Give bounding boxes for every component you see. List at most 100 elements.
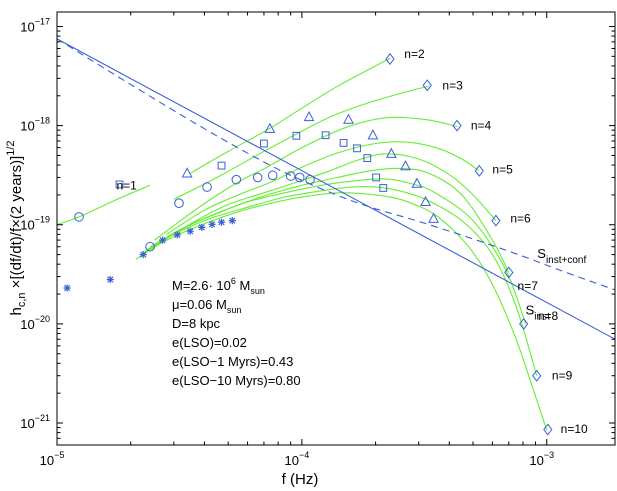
square-marker (353, 144, 361, 153)
star-marker-stroke (208, 221, 216, 228)
diamond-marker (452, 119, 462, 132)
diamond-marker (491, 214, 501, 227)
star-marker (186, 227, 194, 235)
curve-label: n=6 (510, 212, 531, 226)
noise-label-sub: inst (534, 311, 550, 322)
star-marker-stroke (107, 276, 114, 283)
y-axis-label-lead: h (8, 307, 25, 315)
noise-label: Sinst (526, 302, 550, 322)
plot-frame (56, 11, 616, 446)
square-marker (292, 131, 301, 140)
curve-n-3 (173, 85, 429, 200)
plot-background (57, 12, 615, 445)
triangle-marker (181, 167, 193, 178)
annotation-part: e(LSO−1 Myrs)=0.43 (172, 354, 293, 369)
annotation-part: D=8 kpc (172, 316, 221, 331)
y-tick-label-exponent: −21 (35, 413, 50, 423)
diamond-marker (519, 317, 529, 330)
circle-marker (231, 174, 242, 185)
y-axis-label: hc,n ×[(df/dt)/f×(2 years)]1/2 (5, 140, 28, 315)
noise-label-main: S (537, 246, 546, 261)
curve-label: n=1 (117, 178, 138, 192)
square-marker (321, 131, 330, 140)
curve-n-4 (154, 116, 458, 241)
triangle-marker (303, 110, 315, 122)
star-marker (106, 275, 114, 284)
curve-n-9 (140, 186, 538, 376)
star-marker-stroke (218, 219, 225, 226)
annotation-part: μ=0.06 M (172, 297, 227, 312)
star-marker-stroke (187, 228, 194, 235)
x-tick-label-mantissa: 10 (529, 453, 543, 468)
annotation-line: e(LSO−10 Myrs)=0.80 (172, 373, 301, 388)
star-marker-stroke (64, 284, 71, 292)
curve-n-1 (57, 184, 151, 226)
star-marker-stroke (140, 251, 147, 258)
annotation-part: 6 (231, 276, 236, 286)
triangle-marker (343, 113, 354, 124)
noise-label-sub: inst+conf (546, 255, 587, 266)
annotation-part: e(LSO)=0.02 (172, 335, 247, 350)
x-tick-label-exponent: −4 (299, 450, 309, 460)
curve-label: n=2 (404, 47, 425, 61)
star-marker (139, 250, 147, 259)
noise-curve-s-inst (57, 38, 615, 340)
y-tick-label-mantissa: 10 (20, 19, 34, 34)
circle-marker (174, 198, 184, 208)
star-marker (208, 220, 216, 228)
star-marker (173, 231, 181, 239)
noise-curves (57, 38, 615, 340)
triangle-marker (400, 160, 411, 171)
square-marker (339, 138, 348, 147)
star-marker-stroke (229, 217, 236, 224)
annotation-line: e(LSO−1 Myrs)=0.43 (172, 354, 293, 369)
curve-n-10 (135, 192, 548, 431)
circle-marker (285, 171, 296, 181)
square-marker (217, 161, 226, 170)
y-tick-label: 10−20 (20, 314, 50, 332)
annotation-part: sun (227, 305, 242, 315)
annotation-part: M (236, 278, 250, 293)
diamond-marker (474, 164, 484, 177)
y-tick-label-mantissa: 10 (20, 317, 34, 332)
curve-label: n=10 (561, 422, 588, 436)
x-axis-label: f (Hz) (282, 471, 319, 488)
diamond-marker (504, 266, 514, 279)
y-tick-label-exponent: −20 (35, 314, 50, 324)
circle-marker (294, 172, 305, 183)
annotation-part: M=2.6· 10 (172, 278, 231, 293)
triangle-marker (411, 177, 423, 188)
star-marker (228, 217, 236, 225)
diamond-marker (422, 79, 432, 92)
curve-n-5 (166, 141, 480, 235)
y-tick-label: 10−19 (20, 215, 50, 233)
y-tick-label: 10−18 (20, 116, 50, 134)
star-marker-stroke (174, 231, 181, 239)
annotation-line: D=8 kpc (172, 316, 221, 331)
curve-n-8 (145, 178, 527, 325)
star-marker (198, 223, 206, 232)
y-tick-label-mantissa: 10 (20, 416, 34, 431)
y-tick-label-exponent: −18 (35, 116, 50, 126)
curve-label: n=5 (492, 163, 513, 177)
square-marker (115, 180, 124, 189)
circle-marker (267, 170, 278, 181)
circle-marker (145, 241, 155, 252)
square-marker (372, 173, 381, 182)
annotation-line: μ=0.06 Msun (172, 297, 241, 315)
annotation-part: sun (250, 286, 265, 296)
x-tick-label: 10−5 (40, 450, 65, 468)
annotation-line: M=2.6· 106 Msun (172, 276, 265, 296)
y-tick-label-mantissa: 10 (20, 218, 34, 233)
square-marker (379, 184, 388, 192)
star-marker (217, 218, 226, 226)
x-tick-label: 10−4 (285, 450, 310, 468)
x-tick-label-exponent: −5 (54, 450, 64, 460)
annotation-line: e(LSO)=0.02 (172, 335, 247, 350)
triangle-marker (420, 195, 432, 207)
triangle-marker (367, 129, 379, 140)
diamond-marker (543, 423, 553, 436)
square-marker (260, 139, 268, 148)
